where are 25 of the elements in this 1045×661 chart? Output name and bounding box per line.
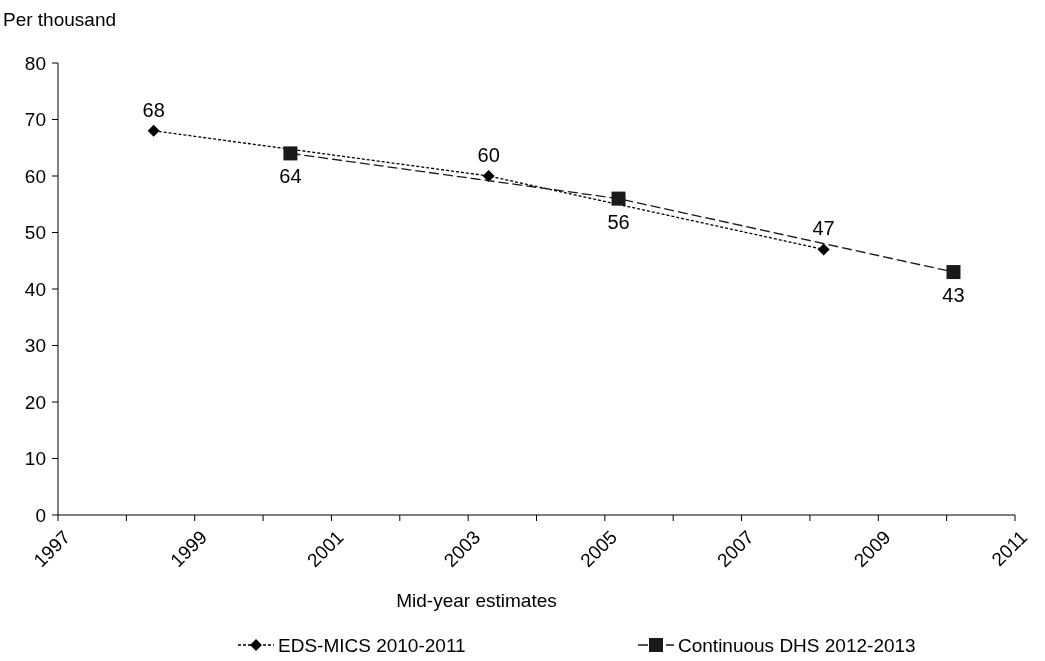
y-axis-title: Per thousand [3, 9, 117, 30]
y-tick-label: 70 [24, 109, 46, 131]
x-axis-title: Mid-year estimates [396, 590, 557, 611]
data-label: 43 [942, 284, 965, 307]
y-tick-label: 80 [24, 52, 46, 74]
y-tick-label: 10 [24, 448, 46, 470]
data-label: 56 [607, 210, 630, 233]
y-tick-label: 50 [24, 222, 46, 244]
legend-label: Continuous DHS 2012-2013 [678, 634, 916, 656]
point [817, 243, 830, 256]
data-label: 60 [477, 144, 500, 166]
data-label: 68 [142, 98, 165, 121]
point [482, 170, 495, 182]
data-label: 47 [812, 217, 835, 240]
y-tick-label: 30 [24, 335, 46, 357]
point [611, 191, 626, 206]
legend-label: EDS-MICS 2010-2011 [278, 634, 466, 656]
y-tick-label: 60 [24, 165, 46, 187]
data-label: 64 [279, 165, 302, 188]
y-tick-label: 20 [24, 391, 46, 413]
y-tick-label: 40 [24, 278, 46, 300]
y-tick-label: 0 [35, 504, 46, 526]
point [946, 265, 961, 280]
point [283, 146, 298, 161]
point [147, 124, 160, 137]
